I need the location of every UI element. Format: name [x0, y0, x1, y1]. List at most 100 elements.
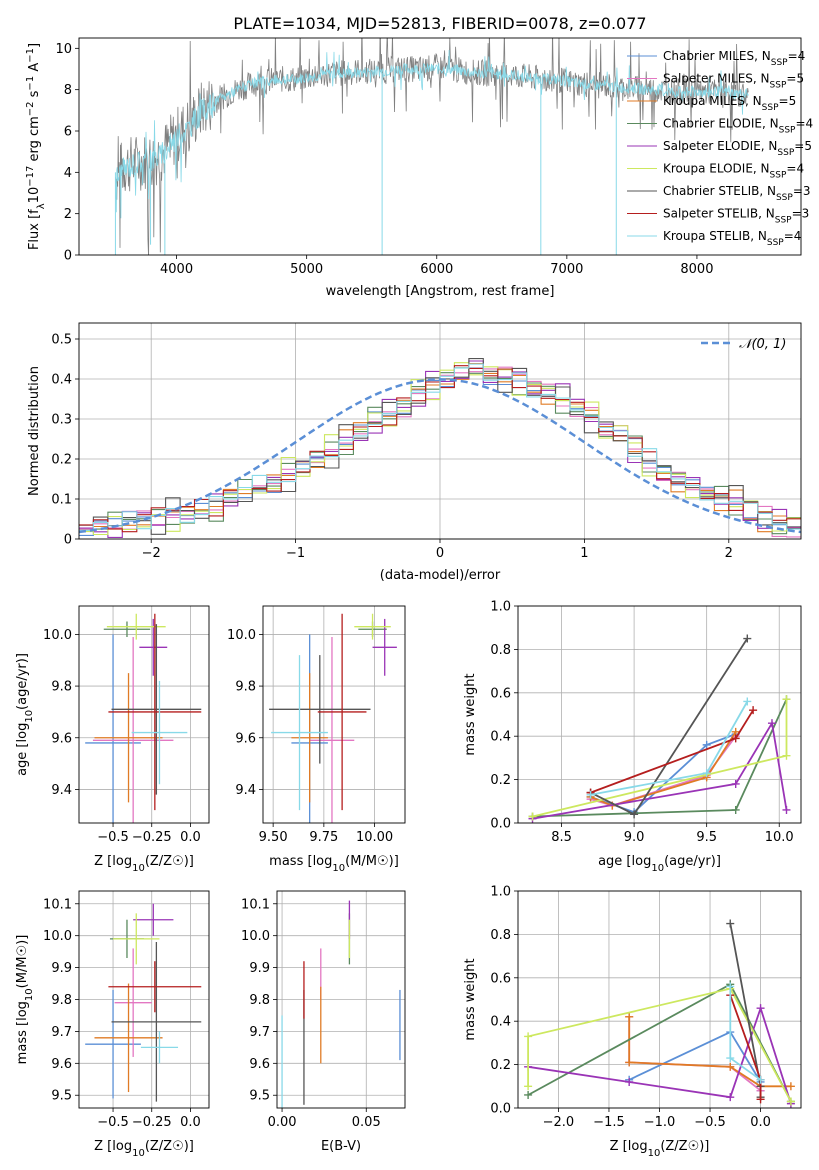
x-tick-label: 6000: [420, 262, 453, 277]
legend-label: Salpeter ELODIE, N: [663, 139, 777, 153]
label-part: −17: [25, 166, 36, 187]
y-tick-label: 0.2: [490, 773, 511, 788]
weight-marker: [726, 1062, 735, 1071]
y-axis-label: age [log10(age/yr)]: [15, 653, 35, 776]
label-part: erg cm: [27, 116, 42, 165]
label-part: log: [112, 854, 132, 869]
spectrum-model-line: [115, 49, 749, 219]
weight-marker: [524, 1032, 533, 1041]
x-axis-label: Z [log10(Z/Z☉)]: [94, 854, 194, 874]
x-tick-label: −0.25: [132, 830, 172, 845]
legend-entry: Chabrier MILES, NSSP=4: [663, 49, 805, 68]
weight-marker: [528, 812, 537, 821]
weight-marker: [782, 805, 791, 814]
errorbars: [85, 903, 202, 1102]
axes-frame: [78, 890, 210, 1109]
x-axis-label: (data-model)/error: [380, 568, 501, 583]
weight-marker: [743, 634, 752, 643]
axes-frame: [78, 322, 802, 540]
label-part: Flux [f: [27, 209, 42, 250]
legend-sub: SSP: [779, 126, 796, 136]
weight-marker: [726, 982, 735, 991]
y-tick-label: 10.0: [43, 628, 72, 643]
y-tick-label: 0: [64, 533, 72, 548]
errorbars: [281, 900, 401, 1108]
weight-marker: [630, 810, 639, 819]
label-part: Z [: [94, 854, 112, 869]
weight-marker: [524, 1090, 533, 1099]
x-tick-label: 0.00: [268, 1115, 297, 1130]
gaussian-curve: [79, 378, 801, 534]
legend-suffix: =5: [786, 72, 804, 86]
weight-marker: [726, 1054, 735, 1063]
x-tick-label: 8000: [680, 262, 713, 277]
weight-marker: [731, 734, 740, 743]
age-weight-panel: 8.5 9.0 9.5 10.0 0.0 0.2 0.4 0.6 0.8 1.0 age [log1…: [463, 600, 802, 874]
x-tick-label: −0.5: [694, 1115, 726, 1130]
weight-marker: [625, 1077, 634, 1086]
legend-label: Kroupa MILES, N: [663, 94, 762, 108]
x-tick-label: 2: [725, 546, 733, 561]
y-tick-label: 9.8: [249, 993, 270, 1008]
z-age-panel: −0.5 −0.25 0.09.49.69.810.0Z [log10(Z/Z☉)]…: [15, 605, 210, 874]
x-tick-label: −1.5: [593, 1115, 625, 1130]
weight-marker: [786, 1082, 795, 1091]
x-tick-label: 9.0: [624, 830, 645, 845]
weight-marker: [702, 769, 711, 778]
weight-marker: [726, 1093, 735, 1102]
y-axis-label: Normed distribution: [27, 366, 42, 496]
y-tick-label: 9.6: [235, 731, 256, 746]
y-tick-label: 0.4: [490, 730, 511, 745]
label-part: 10: [24, 988, 35, 1001]
y-tick-label: 9.4: [235, 783, 256, 798]
label-part: (M/M☉)]: [15, 935, 30, 989]
x-tick-label: 10.0: [765, 830, 794, 845]
weight-marker: [749, 706, 758, 715]
y-tick-label: 9.7: [249, 1025, 270, 1040]
label-part: log: [628, 1139, 648, 1154]
errorbars: [85, 613, 202, 823]
label-part: age [: [598, 854, 631, 869]
x-tick-label: 0.0: [180, 830, 201, 845]
x-tick-label: 0.0: [750, 1115, 771, 1130]
label-part: age [: [15, 743, 30, 776]
x-tick-label: 0.0: [180, 1115, 201, 1130]
weight-marker: [726, 919, 735, 928]
label-part: mass [: [269, 854, 312, 869]
y-tick-label: 10.0: [43, 929, 72, 944]
label-part: log: [112, 1139, 132, 1154]
legend-sub: SSP: [777, 148, 794, 158]
label-part: log: [15, 1001, 30, 1021]
legend-label: Salpeter MILES, N: [663, 72, 770, 86]
legend-entry: Chabrier STELIB, NSSP=3: [663, 184, 811, 203]
x-tick-label: 9.5: [696, 830, 717, 845]
x-tick-label: 0: [436, 546, 444, 561]
label-part: A: [27, 63, 42, 76]
axes-frame: [517, 890, 802, 1109]
histogram-steps: [79, 358, 801, 538]
x-axis-label: E(B-V): [321, 1139, 361, 1154]
legend-suffix: =4: [784, 229, 802, 243]
legend-entry: Kroupa STELIB, NSSP=4: [663, 229, 801, 248]
y-axis-label: Flux [fλ10−17 erg cm−2 s−1 A−1]: [25, 43, 47, 250]
label-part: 10: [648, 1148, 661, 1159]
legend-entry: Kroupa ELODIE, NSSP=4: [663, 162, 804, 181]
y-tick-label: 0.2: [51, 453, 72, 468]
label-part: ]: [27, 43, 42, 48]
legend-entry: Salpeter ELODIE, NSSP=5: [663, 139, 812, 158]
y-tick-label: 4: [64, 166, 72, 181]
y-tick-label: 0.4: [51, 373, 72, 388]
weight-marker: [782, 695, 791, 704]
legend-label: Chabrier ELODIE, N: [663, 117, 779, 131]
x-tick-label: −0.25: [132, 1115, 172, 1130]
x-tick-label: −2.0: [543, 1115, 575, 1130]
y-axis-label: mass [log10(M/M☉)]: [15, 935, 35, 1065]
axes-frame: [517, 605, 802, 824]
weight-line: [590, 731, 737, 807]
legend-sub: SSP: [771, 58, 788, 68]
label-part: 10: [651, 863, 664, 874]
weight-marker: [743, 697, 752, 706]
label-part: −2: [25, 101, 36, 116]
x-tick-label: −0.5: [97, 830, 129, 845]
legend-suffix: =4: [786, 162, 804, 176]
